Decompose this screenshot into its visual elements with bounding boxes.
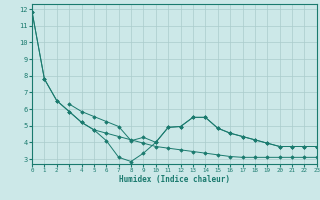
X-axis label: Humidex (Indice chaleur): Humidex (Indice chaleur) xyxy=(119,175,230,184)
